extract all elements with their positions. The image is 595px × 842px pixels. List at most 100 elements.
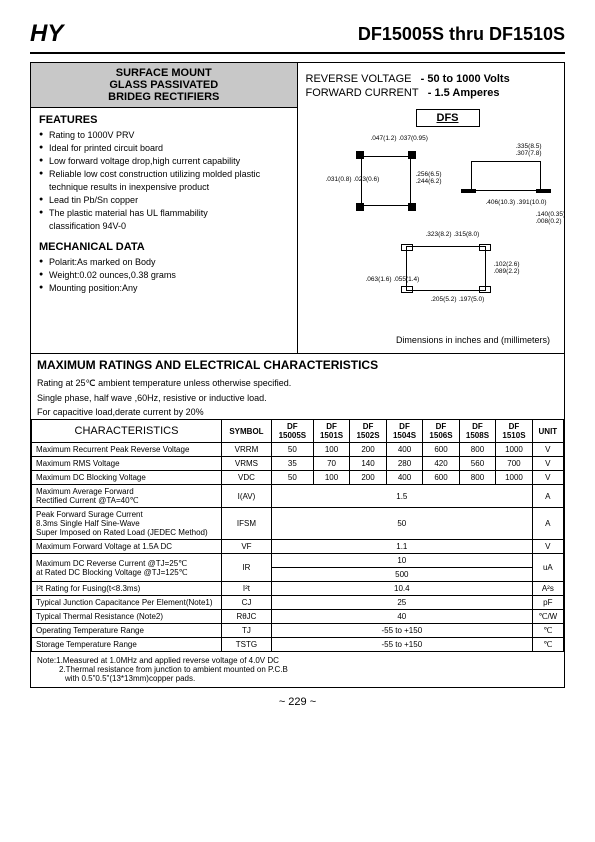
cell-symbol: IFSM: [222, 508, 272, 540]
table-row: Maximum DC Blocking VoltageVDC5010020040…: [32, 471, 564, 485]
col-part-1: DF1501S: [313, 420, 349, 443]
cell-value-span: 40: [271, 610, 532, 624]
cell-unit: uA: [532, 554, 563, 582]
cell-value: 800: [459, 443, 495, 457]
table-header-row: CHARACTERISTICS SYMBOL DF15005S DF1501S …: [32, 420, 564, 443]
package-label-wrap: DFS: [306, 109, 557, 131]
col-part-5: DF1508S: [459, 420, 495, 443]
cell-characteristic: Operating Temperature Range: [32, 624, 222, 638]
content-box: SURFACE MOUNT GLASS PASSIVATED BRIDEG RE…: [30, 62, 565, 688]
cell-value: 50: [271, 471, 313, 485]
cell-value: 700: [496, 457, 532, 471]
product-type-block: SURFACE MOUNT GLASS PASSIVATED BRIDEG RE…: [31, 63, 297, 108]
feature-item: Ideal for printed circuit board: [39, 143, 289, 153]
dim-side-w2: .406(10.3) .391(10.0): [486, 199, 547, 206]
cell-value: 1000: [496, 443, 532, 457]
cell-symbol: I(AV): [222, 485, 272, 508]
table-row: Maximum Average ForwardRectified Current…: [32, 485, 564, 508]
footnote-3: with 0.5"0.5"(13*13mm)copper pads.: [37, 674, 558, 683]
feature-item: Rating to 1000V PRV: [39, 130, 289, 140]
spec-rv: REVERSE VOLTAGE - 50 to 1000 Volts: [306, 73, 557, 85]
logo: HY: [30, 20, 63, 48]
table-row: Typical Thermal Resistance (Note2)RθJC40…: [32, 610, 564, 624]
dimensions-note: Dimensions in inches and (millimeters): [306, 335, 557, 345]
cell-value-span: 10500: [271, 554, 532, 582]
col-part-0: DF15005S: [271, 420, 313, 443]
dim-top-h2: .256(6.5) .244(6.2): [416, 171, 442, 185]
cell-unit: pF: [532, 596, 563, 610]
cell-unit: V: [532, 457, 563, 471]
cell-value-span: 50: [271, 508, 532, 540]
cell-value: 280: [386, 457, 422, 471]
cell-value: 50: [271, 443, 313, 457]
dim-bot-h2: .102(2.6) .089(2.2): [494, 261, 526, 275]
table-row: Maximum DC Reverse Current @TJ=25℃at Rat…: [32, 554, 564, 582]
cell-characteristic: Maximum DC Blocking Voltage: [32, 471, 222, 485]
right-column: REVERSE VOLTAGE - 50 to 1000 Volts FORWA…: [298, 63, 565, 353]
mechanical-heading: MECHANICAL DATA: [39, 241, 289, 253]
cell-value: 1000: [496, 471, 532, 485]
footnotes: Note:1.Measured at 1.0MHz and applied re…: [31, 652, 564, 687]
ratings-note3: For capacitive load,derate current by 20…: [31, 405, 564, 419]
cell-characteristic: Peak Forward Surage Current8.3ms Single …: [32, 508, 222, 540]
cell-symbol: TSTG: [222, 638, 272, 652]
cell-symbol: I²t: [222, 582, 272, 596]
ratings-note1: Rating at 25℃ ambient temperature unless…: [31, 376, 564, 391]
col-part-2: DF1502S: [350, 420, 386, 443]
cell-symbol: CJ: [222, 596, 272, 610]
dim-bot-h1: .063(1.6) .055(1.4): [366, 276, 420, 283]
feature-item: Low forward voltage drop,high current ca…: [39, 156, 289, 166]
feature-item: classification 94V-0: [39, 221, 289, 231]
footnote-1: Note:1.Measured at 1.0MHz and applied re…: [37, 656, 558, 665]
cell-value: 140: [350, 457, 386, 471]
title-line3: BRIDEG RECTIFIERS: [33, 91, 295, 103]
cell-characteristic: Maximum Average ForwardRectified Current…: [32, 485, 222, 508]
features-heading: FEATURES: [39, 114, 289, 126]
cell-value: 400: [386, 471, 422, 485]
cell-symbol: VRMS: [222, 457, 272, 471]
table-row: Typical Junction Capacitance Per Element…: [32, 596, 564, 610]
page-number: ~ 229 ~: [30, 696, 565, 708]
cell-unit: V: [532, 540, 563, 554]
cell-characteristic: Typical Junction Capacitance Per Element…: [32, 596, 222, 610]
cell-value: 35: [271, 457, 313, 471]
cell-value: 560: [459, 457, 495, 471]
cell-symbol: TJ: [222, 624, 272, 638]
table-row: Peak Forward Surage Current8.3ms Single …: [32, 508, 564, 540]
title-line2: GLASS PASSIVATED: [33, 79, 295, 91]
col-symbol: SYMBOL: [222, 420, 272, 443]
mechanical-item: Weight:0.02 ounces,0.38 grams: [39, 270, 289, 280]
cell-value: 70: [313, 457, 349, 471]
cell-characteristic: Typical Thermal Resistance (Note2): [32, 610, 222, 624]
cell-value-span: 25: [271, 596, 532, 610]
cell-value: 800: [459, 471, 495, 485]
table-row: Maximum RMS VoltageVRMS35701402804205607…: [32, 457, 564, 471]
doc-title: DF15005S thru DF1510S: [358, 24, 565, 45]
fc-value: - 1.5 Amperes: [428, 87, 500, 99]
cell-characteristic: I²t Rating for Fusing(t<8.3ms): [32, 582, 222, 596]
top-section: SURFACE MOUNT GLASS PASSIVATED BRIDEG RE…: [31, 63, 564, 353]
cell-value: 600: [423, 443, 459, 457]
table-row: Maximum Recurrent Peak Reverse VoltageVR…: [32, 443, 564, 457]
header-row: HY DF15005S thru DF1510S: [30, 20, 565, 54]
cell-value-span: 10.4: [271, 582, 532, 596]
cell-unit: A²s: [532, 582, 563, 596]
dim-side-w1: .335(8.5) .307(7.8): [516, 143, 561, 157]
table-row: Storage Temperature RangeTSTG-55 to +150…: [32, 638, 564, 652]
ratings-note2: Single phase, half wave ,60Hz, resistive…: [31, 391, 564, 405]
feature-item: technique results in inexpensive product: [39, 182, 289, 192]
cell-characteristic: Maximum Recurrent Peak Reverse Voltage: [32, 443, 222, 457]
cell-value: 400: [386, 443, 422, 457]
cell-symbol: VDC: [222, 471, 272, 485]
col-part-3: DF1504S: [386, 420, 422, 443]
left-column: SURFACE MOUNT GLASS PASSIVATED BRIDEG RE…: [31, 63, 298, 353]
cell-value-span: -55 to +150: [271, 638, 532, 652]
cell-value: 200: [350, 471, 386, 485]
mechanical-item: Polarit:As marked on Body: [39, 257, 289, 267]
cell-unit: ℃/W: [532, 610, 563, 624]
package-label: DFS: [416, 109, 480, 127]
col-part-6: DF1510S: [496, 420, 532, 443]
cell-value: 100: [313, 443, 349, 457]
cell-value-span: 1.5: [271, 485, 532, 508]
table-row: Maximum Forward Voltage at 1.5A DCVF1.1V: [32, 540, 564, 554]
